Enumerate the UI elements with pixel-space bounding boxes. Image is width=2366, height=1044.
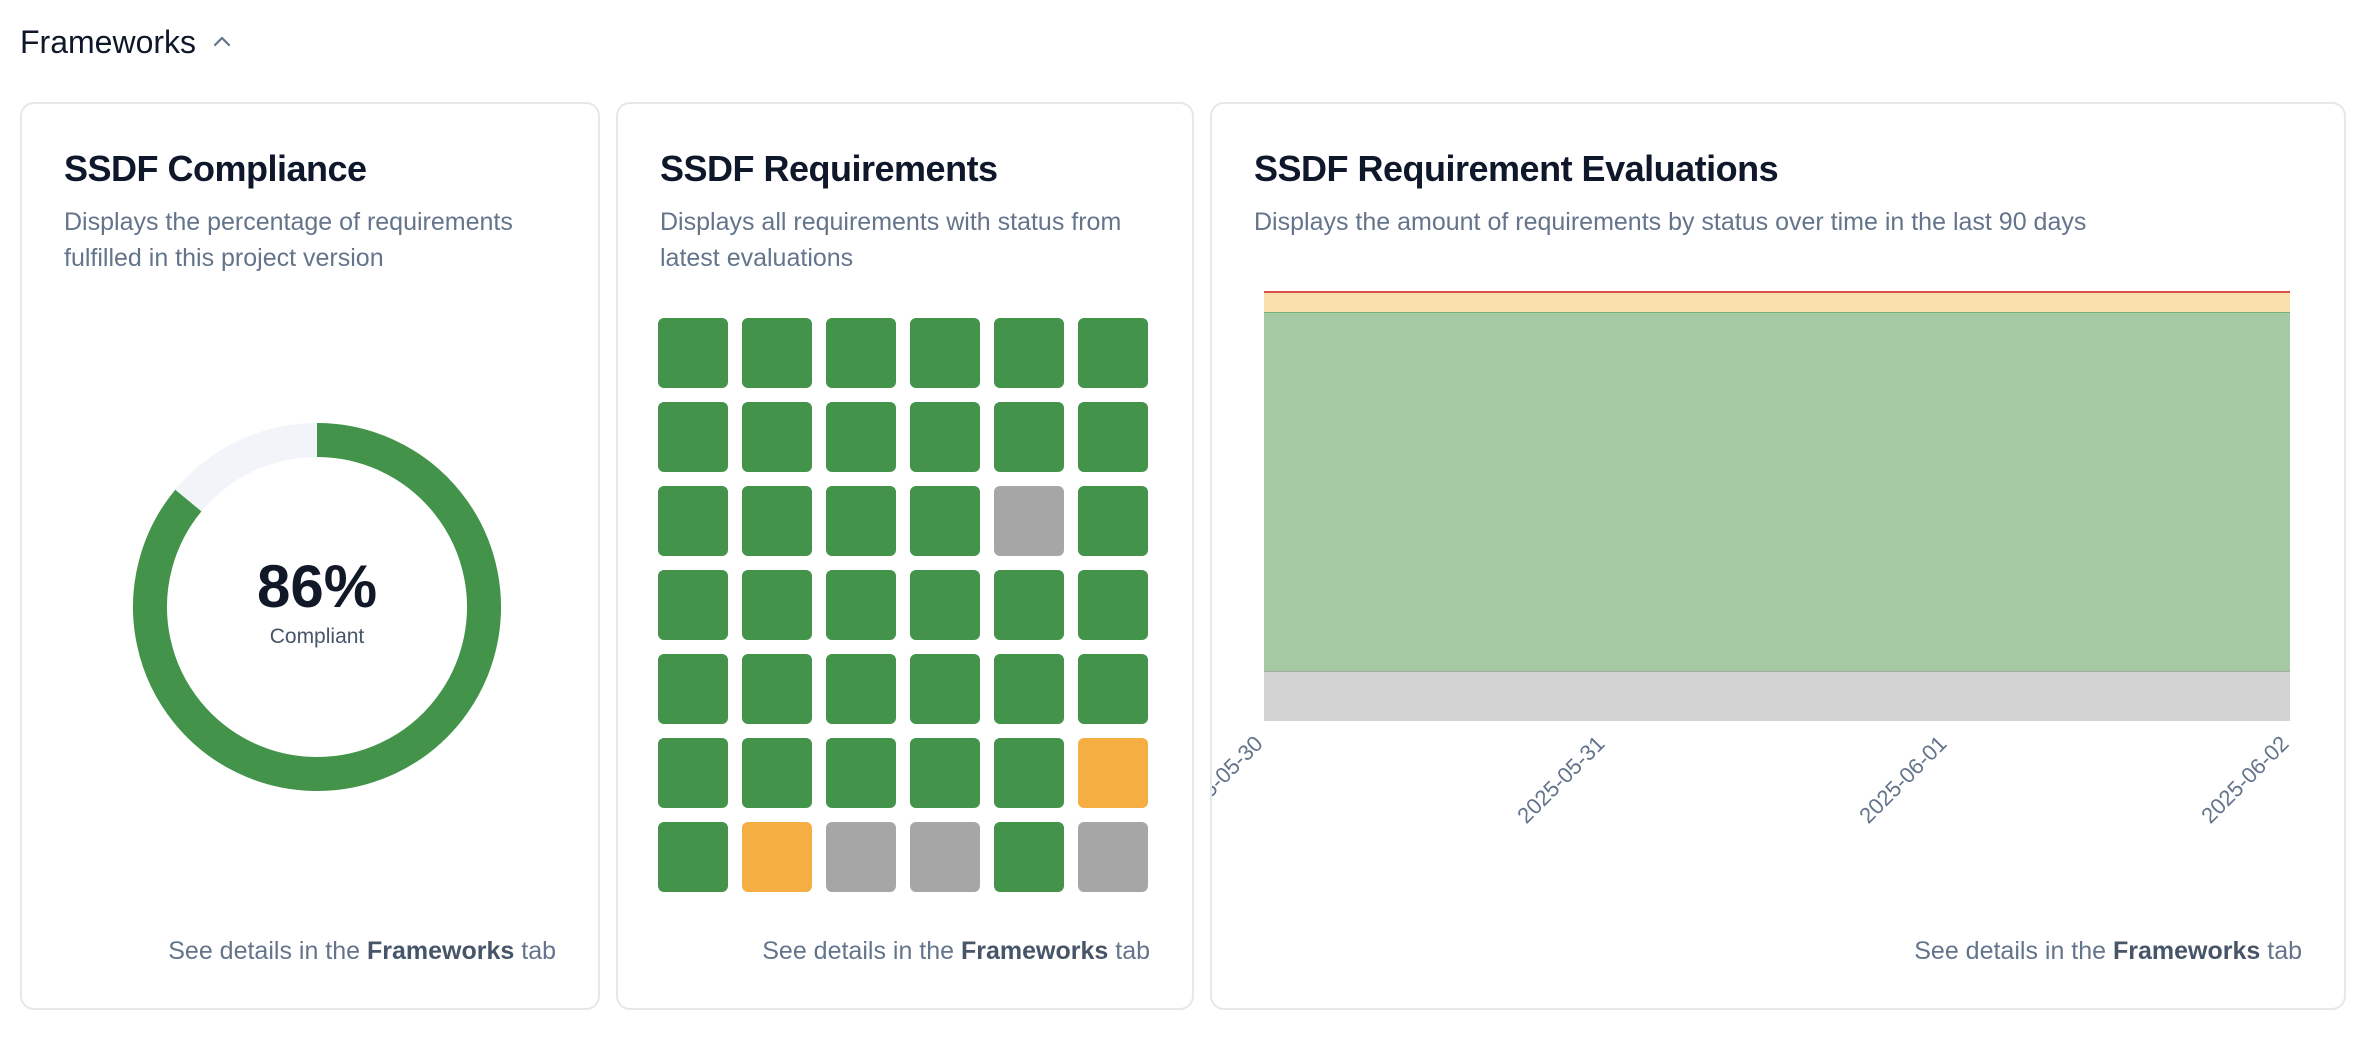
evaluations-card: SSDF Requirement Evaluations Displays th… (1210, 102, 2346, 1010)
requirement-cell-warning[interactable] (1078, 738, 1148, 808)
requirement-cell-compliant[interactable] (910, 654, 980, 724)
requirement-cell-not_applicable[interactable] (826, 822, 896, 892)
compliance-percentage: 86% (256, 553, 378, 620)
donut-svg (133, 423, 501, 791)
requirement-cell-compliant[interactable] (826, 402, 896, 472)
requirement-cell-compliant[interactable] (910, 738, 980, 808)
frameworks-tab-link[interactable]: Frameworks (367, 937, 515, 965)
requirement-cell-compliant[interactable] (994, 318, 1064, 388)
requirement-cell-compliant[interactable] (826, 486, 896, 556)
footer-text-suffix: tab (514, 937, 556, 965)
requirement-cell-compliant[interactable] (658, 570, 728, 640)
requirement-cell-compliant[interactable] (994, 654, 1064, 724)
card-title: SSDF Compliance (64, 148, 367, 189)
requirements-card: SSDF Requirements Displays all requireme… (616, 102, 1194, 1010)
frameworks-tab-link[interactable]: Frameworks (961, 937, 1109, 965)
requirement-cell-compliant[interactable] (910, 570, 980, 640)
x-tick-label: 2025-05-31 (1512, 731, 1609, 828)
requirements-grid (658, 318, 1148, 892)
requirement-cell-compliant[interactable] (1078, 318, 1148, 388)
requirement-cell-not_applicable[interactable] (994, 486, 1064, 556)
area-series-1 (1264, 311, 2290, 672)
x-tick-label: 2025-06-01 (1854, 731, 1951, 828)
donut-compliant-arc (133, 423, 501, 791)
requirement-cell-compliant[interactable] (658, 486, 728, 556)
requirement-cell-compliant[interactable] (1078, 570, 1148, 640)
requirement-cell-compliant[interactable] (658, 402, 728, 472)
card-title: SSDF Requirements (660, 148, 998, 189)
evaluations-area-chart: 2025-05-30 2025-05-31 2025-06-01 2025-06-02 (1212, 291, 2294, 828)
card-footer: See details in the Frameworks tab (1914, 937, 2302, 966)
area-series-0 (1264, 671, 2290, 721)
footer-text: See details in the (762, 937, 961, 965)
requirement-cell-not_applicable[interactable] (910, 822, 980, 892)
compliance-donut-chart: 86% Compliant (122, 412, 512, 802)
requirement-cell-compliant[interactable] (742, 402, 812, 472)
requirement-cell-compliant[interactable] (1078, 654, 1148, 724)
requirement-cell-compliant[interactable] (658, 318, 728, 388)
requirement-cell-compliant[interactable] (994, 570, 1064, 640)
card-description: Displays the percentage of requirements … (64, 208, 513, 272)
requirement-cell-compliant[interactable] (910, 318, 980, 388)
frameworks-tab-link[interactable]: Frameworks (2113, 937, 2261, 965)
requirement-cell-compliant[interactable] (658, 654, 728, 724)
requirement-cell-compliant[interactable] (910, 402, 980, 472)
section-title: Frameworks (20, 23, 197, 60)
requirement-cell-compliant[interactable] (826, 318, 896, 388)
x-tick-label: 2025-05-30 (1212, 731, 1268, 828)
requirement-cell-compliant[interactable] (826, 654, 896, 724)
area-series-2 (1264, 292, 2290, 312)
card-footer: See details in the Frameworks tab (762, 937, 1150, 966)
requirement-cell-compliant[interactable] (1078, 402, 1148, 472)
requirement-cell-compliant[interactable] (910, 486, 980, 556)
donut-center: 86% Compliant (122, 412, 512, 802)
requirement-cell-compliant[interactable] (658, 738, 728, 808)
card-title: SSDF Requirement Evaluations (1254, 148, 1779, 189)
footer-text-suffix: tab (1108, 937, 1150, 965)
requirement-cell-compliant[interactable] (826, 570, 896, 640)
compliance-card: SSDF Compliance Displays the percentage … (20, 102, 600, 1010)
card-description: Displays the amount of requirements by s… (1254, 208, 2087, 236)
requirement-cell-compliant[interactable] (1078, 486, 1148, 556)
requirement-cell-compliant[interactable] (742, 318, 812, 388)
footer-text: See details in the (168, 937, 367, 965)
requirement-cell-compliant[interactable] (994, 402, 1064, 472)
requirement-cell-compliant[interactable] (826, 738, 896, 808)
frameworks-section-header[interactable]: Frameworks (20, 20, 234, 64)
requirement-cell-compliant[interactable] (658, 822, 728, 892)
compliance-label: Compliant (269, 625, 365, 648)
requirement-cell-compliant[interactable] (742, 654, 812, 724)
requirement-cell-compliant[interactable] (742, 486, 812, 556)
requirement-cell-compliant[interactable] (742, 738, 812, 808)
card-description: Displays all requirements with status fr… (660, 208, 1122, 272)
x-tick-label: 2025-06-02 (2196, 731, 2293, 828)
requirement-cell-not_applicable[interactable] (1078, 822, 1148, 892)
chevron-up-icon[interactable] (210, 30, 234, 54)
requirement-cell-compliant[interactable] (994, 738, 1064, 808)
requirement-cell-compliant[interactable] (742, 570, 812, 640)
footer-text-suffix: tab (2260, 937, 2302, 965)
card-footer: See details in the Frameworks tab (168, 937, 556, 966)
requirement-cell-compliant[interactable] (994, 822, 1064, 892)
footer-text: See details in the (1914, 937, 2113, 965)
requirement-cell-warning[interactable] (742, 822, 812, 892)
